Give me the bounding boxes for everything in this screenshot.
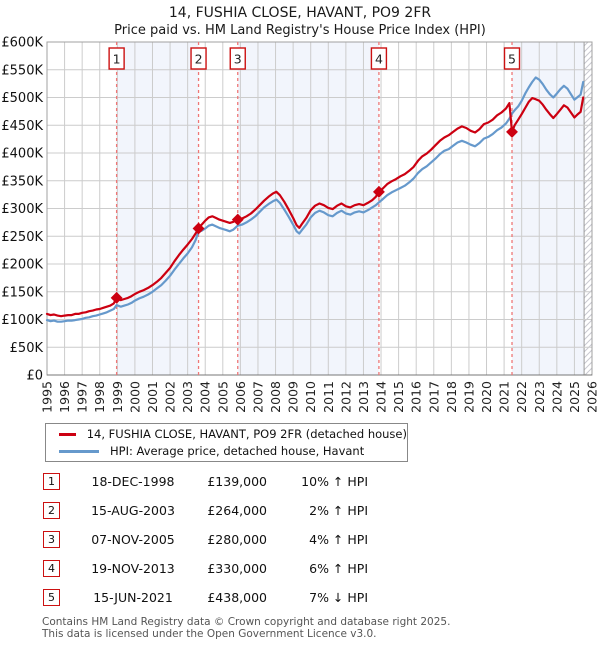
svg-text:2012: 2012 <box>338 381 353 413</box>
svg-text:2024: 2024 <box>549 381 564 413</box>
transaction-number-badge: 1 <box>43 473 60 490</box>
svg-text:2001: 2001 <box>145 381 160 413</box>
svg-text:£150K: £150K <box>1 285 43 300</box>
svg-text:£450K: £450K <box>1 119 43 134</box>
svg-text:£250K: £250K <box>1 230 43 245</box>
legend-label-hpi: HPI: Average price, detached house, Hava… <box>110 444 365 458</box>
transaction-price: £438,000 <box>207 590 267 605</box>
svg-text:2023: 2023 <box>532 381 547 413</box>
svg-text:£400K: £400K <box>1 147 43 162</box>
license-footer-line1: Contains HM Land Registry data © Crown c… <box>42 616 451 628</box>
svg-text:2018: 2018 <box>444 381 459 413</box>
legend-item-hpi: HPI: Average price, detached house, Hava… <box>46 444 407 458</box>
transaction-hpi-change: 6% ↑ HPI <box>309 561 368 576</box>
svg-text:2022: 2022 <box>514 381 529 413</box>
svg-text:2013: 2013 <box>356 381 371 413</box>
legend-swatch-price-paid <box>59 432 76 436</box>
svg-text:2020: 2020 <box>479 381 494 413</box>
price-chart: 1 2 3 4 5 £0 £50K £100K £150K £200K £250K £300K £350… <box>1 36 600 413</box>
svg-text:2004: 2004 <box>198 381 213 413</box>
purchase-marker-lines <box>115 42 513 375</box>
svg-text:1999: 1999 <box>110 381 125 413</box>
transaction-hpi-change: 7% ↓ HPI <box>309 590 368 605</box>
svg-text:2017: 2017 <box>426 381 441 413</box>
svg-text:1997: 1997 <box>75 381 90 413</box>
svg-text:1995: 1995 <box>40 381 55 413</box>
svg-text:£600K: £600K <box>1 36 43 51</box>
transaction-number-badge: 5 <box>43 589 60 606</box>
transaction-date: 18-DEC-1998 <box>91 474 175 489</box>
svg-text:£50K: £50K <box>10 341 44 356</box>
svg-text:2003: 2003 <box>180 381 195 413</box>
svg-text:1996: 1996 <box>57 381 72 413</box>
price-paid-series-line <box>45 96 585 318</box>
transaction-row: 3 07-NOV-2005 £280,000 4% ↑ HPI <box>0 530 600 559</box>
svg-text:2: 2 <box>195 52 203 67</box>
svg-text:2021: 2021 <box>497 381 512 413</box>
transaction-price: £330,000 <box>207 561 267 576</box>
svg-text:2007: 2007 <box>250 381 265 413</box>
transaction-row: 4 19-NOV-2013 £330,000 6% ↑ HPI <box>0 559 600 588</box>
purchase-number-labels: 1 2 3 4 5 <box>108 47 521 70</box>
transaction-date: 19-NOV-2013 <box>91 561 175 576</box>
y-axis-labels: £0 £50K £100K £150K £200K £250K £300K £350K £400… <box>1 36 43 384</box>
license-footer-line2: This data is licensed under the Open Gov… <box>42 627 377 640</box>
legend-item-price-paid: 14, FUSHIA CLOSE, HAVANT, PO9 2FR (detac… <box>46 427 407 441</box>
svg-text:5: 5 <box>508 52 516 67</box>
transaction-hpi-change: 2% ↑ HPI <box>309 503 368 518</box>
svg-text:£200K: £200K <box>1 258 43 273</box>
svg-text:£100K: £100K <box>1 313 43 328</box>
legend-swatch-hpi <box>59 449 99 453</box>
x-axis-labels: 1995 1996 1997 1998 1999 2000 2001 2002 2003 2004… <box>40 381 600 413</box>
transaction-row: 5 15-JUN-2021 £438,000 7% ↓ HPI <box>0 588 600 617</box>
svg-text:£500K: £500K <box>1 91 43 106</box>
svg-text:2025: 2025 <box>567 381 582 413</box>
svg-text:2019: 2019 <box>461 381 476 413</box>
svg-text:2002: 2002 <box>163 381 178 413</box>
svg-text:£350K: £350K <box>1 174 43 189</box>
transaction-price: £139,000 <box>207 474 267 489</box>
hpi-series-line <box>45 76 585 323</box>
svg-text:2011: 2011 <box>321 381 336 413</box>
svg-text:1: 1 <box>113 52 121 67</box>
svg-text:2005: 2005 <box>215 381 230 413</box>
svg-text:2016: 2016 <box>409 381 424 413</box>
transaction-number-badge: 4 <box>43 560 60 577</box>
svg-text:4: 4 <box>375 52 383 67</box>
svg-text:2026: 2026 <box>585 381 600 413</box>
svg-text:2000: 2000 <box>127 381 142 413</box>
svg-text:2014: 2014 <box>374 381 389 413</box>
transaction-date: 15-JUN-2021 <box>93 590 173 605</box>
svg-text:1998: 1998 <box>92 381 107 413</box>
transaction-hpi-change: 10% ↑ HPI <box>301 474 368 489</box>
transaction-number-badge: 3 <box>43 531 60 548</box>
svg-text:2009: 2009 <box>286 381 301 413</box>
transactions-table: 1 18-DEC-1998 £139,000 10% ↑ HPI 2 15-AU… <box>0 472 600 617</box>
svg-text:2008: 2008 <box>268 381 283 413</box>
transaction-row: 1 18-DEC-1998 £139,000 10% ↑ HPI <box>0 472 600 501</box>
svg-text:2006: 2006 <box>233 381 248 413</box>
svg-text:2010: 2010 <box>303 381 318 413</box>
transaction-price: £264,000 <box>207 503 267 518</box>
transaction-date: 15-AUG-2003 <box>91 503 175 518</box>
svg-text:£300K: £300K <box>1 202 43 217</box>
svg-text:£0: £0 <box>26 369 43 384</box>
svg-text:2015: 2015 <box>391 381 406 413</box>
legend-label-price-paid: 14, FUSHIA CLOSE, HAVANT, PO9 2FR (detac… <box>86 427 407 441</box>
transaction-date: 07-NOV-2005 <box>91 532 175 547</box>
svg-text:£550K: £550K <box>1 63 43 78</box>
gridlines <box>46 41 593 376</box>
chart-legend: 14, FUSHIA CLOSE, HAVANT, PO9 2FR (detac… <box>45 423 408 462</box>
transaction-number-badge: 2 <box>43 502 60 519</box>
transaction-hpi-change: 4% ↑ HPI <box>309 532 368 547</box>
page-subtitle: Price paid vs. HM Land Registry's House … <box>114 23 486 38</box>
license-footer: Contains HM Land Registry data © Crown c… <box>42 616 451 640</box>
page-title: 14, FUSHIA CLOSE, HAVANT, PO9 2FR <box>168 5 432 21</box>
transaction-row: 2 15-AUG-2003 £264,000 2% ↑ HPI <box>0 501 600 530</box>
transaction-price: £280,000 <box>207 532 267 547</box>
svg-text:3: 3 <box>234 52 242 67</box>
